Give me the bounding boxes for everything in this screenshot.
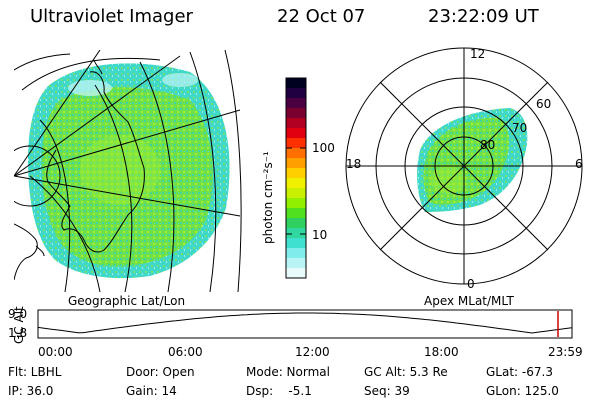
colorbar-segment <box>286 188 306 199</box>
date-label: 22 Oct 07 <box>277 6 366 27</box>
xtick-2359: 23:59 <box>548 345 583 359</box>
info-mode: Mode: Normal <box>246 365 330 379</box>
xtick-0000: 00:00 <box>38 345 73 359</box>
mlt-6: 6 <box>575 157 583 171</box>
colorbar-segment <box>286 148 306 159</box>
xtick-1200: 12:00 <box>295 345 330 359</box>
info-glat: GLat: -67.3 <box>486 365 553 379</box>
colorbar-segment <box>286 248 306 259</box>
mlat-80: 80 <box>480 138 496 152</box>
instrument-title: Ultraviolet Imager <box>30 6 193 27</box>
colorbar-segment <box>286 128 306 139</box>
colorbar-segment <box>286 198 306 209</box>
mlt-18: 18 <box>346 157 362 171</box>
geographic-label: Geographic Lat/Lon <box>68 294 186 308</box>
colorbar-segment <box>286 268 306 279</box>
colorbar-segment <box>286 88 306 99</box>
colorbar-segment <box>286 168 306 179</box>
polar-label: Apex MLat/MLT <box>424 294 514 308</box>
info-dsp: Dsp: -5.1 <box>246 384 312 398</box>
info-ip: IP: 36.0 <box>8 384 54 398</box>
info-seq: Seq: 39 <box>364 384 410 398</box>
colorbar-segment <box>286 208 306 219</box>
colorbar-segment <box>286 218 306 229</box>
colorbar-segment <box>286 178 306 189</box>
colorbar-segment <box>286 228 306 239</box>
mlat-70: 70 <box>512 121 528 135</box>
xtick-0600: 06:00 <box>168 345 203 359</box>
colorbar-segment <box>286 98 306 109</box>
colorbar-segment <box>286 258 306 269</box>
colorbar-segment <box>286 138 306 149</box>
geo-aurora-inner <box>41 87 213 267</box>
mlt-0: 0 <box>467 277 475 291</box>
colorbar-segment <box>286 158 306 169</box>
colorbar-segment <box>286 78 306 89</box>
mlt-12: 12 <box>470 47 486 61</box>
info-gain: Gain: 14 <box>126 384 177 398</box>
info-door: Door: Open <box>126 365 195 379</box>
timeline-ytick-high: 9.0 <box>8 307 28 321</box>
info-glon: GLon: 125.0 <box>486 384 559 398</box>
info-gcalt: GC Alt: 5.3 Re <box>364 365 448 379</box>
colorbar-tick-100: 100 <box>312 141 335 155</box>
colorbar-segment <box>286 238 306 249</box>
xtick-1800: 18:00 <box>424 345 459 359</box>
colorbar-tick-10: 10 <box>312 228 328 242</box>
colorbar-segment <box>286 108 306 119</box>
timeline-ytick-low: 1.8 <box>8 326 28 340</box>
info-flt: Flt: LBHL <box>8 365 62 379</box>
time-label: 23:22:09 UT <box>428 6 539 27</box>
mlat-60: 60 <box>536 97 552 111</box>
colorbar-segment <box>286 118 306 129</box>
